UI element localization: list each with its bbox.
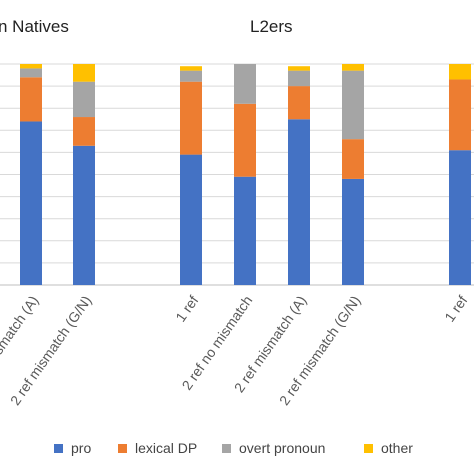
bar-segment-pro-2-ref-no-mismatch: [234, 176, 256, 285]
panel-title-l2ers: L2ers: [250, 17, 293, 36]
bar-segment-pro-2-ref-mismatch-a: [288, 119, 310, 285]
legend-label-overt-pronoun: overt pronoun: [239, 440, 326, 456]
bar-segment-pro-1-ref: [449, 150, 471, 285]
bar-segment-other-2-ref-mismatch-a: [288, 66, 310, 71]
legend-label-lexical-dp: lexical DP: [135, 440, 198, 456]
chart-legend: pro lexical DP overt pronoun other: [0, 440, 474, 462]
bar-segment-overt-pronoun-2-ref-no-mismatch: [234, 64, 256, 104]
bar-segment-lexical-dp-2-ref-mismatch-g-n: [73, 117, 95, 146]
legend-swatch-other: [364, 443, 373, 453]
bar-segment-lexical-dp-1-ref: [180, 81, 202, 155]
bar-segment-other-mismatch-a: [20, 64, 42, 69]
x-tick-label: 1 ref: [441, 292, 470, 324]
legend-item-pro: pro: [54, 440, 91, 456]
bar-segment-overt-pronoun-2-ref-mismatch-g-n: [342, 70, 364, 140]
legend-swatch-pro: [54, 443, 63, 453]
bar-segment-lexical-dp-2-ref-no-mismatch: [234, 103, 256, 177]
bar-segment-overt-pronoun-2-ref-mismatch-g-n: [73, 81, 95, 118]
legend-item-overt-pronoun: overt pronoun: [222, 440, 325, 456]
bar-segment-lexical-dp-mismatch-a: [20, 77, 42, 122]
bar-segment-pro-2-ref-mismatch-g-n: [342, 178, 364, 285]
bar-segment-pro-mismatch-a: [20, 121, 42, 286]
bar-segment-overt-pronoun-1-ref: [180, 70, 202, 82]
bar-segment-pro-1-ref: [180, 154, 202, 285]
bar-segment-overt-pronoun-2-ref-mismatch-a: [288, 70, 310, 87]
bar-segment-lexical-dp-1-ref: [449, 79, 471, 151]
bar-segment-other-2-ref-mismatch-g-n: [73, 64, 95, 82]
legend-item-lexical-dp: lexical DP: [118, 440, 197, 456]
legend-swatch-lexical-dp: [118, 443, 127, 453]
bar-segment-overt-pronoun-mismatch-a: [20, 68, 42, 78]
x-tick-label: 1 ref: [172, 292, 201, 324]
legend-label-other: other: [381, 440, 413, 456]
bar-segment-lexical-dp-2-ref-mismatch-g-n: [342, 139, 364, 179]
bar-segment-lexical-dp-2-ref-mismatch-a: [288, 86, 310, 120]
bar-segment-other-1-ref: [449, 64, 471, 80]
bar-segment-other-2-ref-mismatch-g-n: [342, 64, 364, 71]
panel-title-natives: n Natives: [0, 17, 69, 36]
legend-swatch-overt-pronoun: [222, 443, 231, 453]
legend-item-other: other: [364, 440, 413, 456]
bar-segment-pro-2-ref-mismatch-g-n: [73, 145, 95, 285]
legend-label-pro: pro: [71, 440, 92, 456]
bar-segment-other-1-ref: [180, 66, 202, 71]
